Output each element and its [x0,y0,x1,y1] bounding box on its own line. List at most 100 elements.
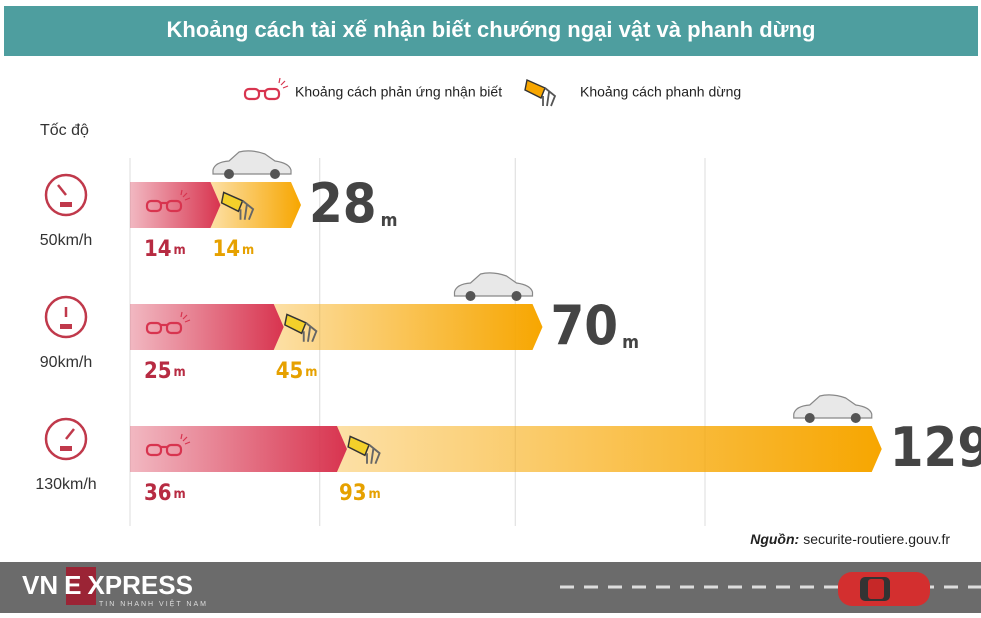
car-body [212,150,292,175]
wheel [465,291,476,301]
value-unit: m [305,365,317,380]
car-body [793,394,873,419]
logo-box: E [64,570,81,600]
wheel [224,169,234,179]
logo-left: VN [22,570,58,600]
logo-box-bg [66,567,96,605]
car-body [453,272,534,297]
lens [145,443,163,457]
brake-icon [284,313,318,343]
total-unit: m [622,332,639,353]
value-unit: m [174,487,186,502]
wheel [270,169,280,179]
total-unit: m [381,210,398,231]
wheel [804,413,815,423]
value-label: 14 m [144,237,186,262]
speed-label: 90km/h [40,354,92,371]
dial [44,295,88,339]
total-label: 28 m [309,172,397,235]
lens [145,321,163,335]
legend-label: Khoảng cách phanh dừng [580,84,741,100]
spark [180,311,191,323]
bar-segment [210,182,301,228]
speed-label: 50km/h [40,232,92,249]
car-icon [212,150,292,179]
gauge [60,446,72,451]
value-number: 25 [144,359,172,384]
glasses-icon [243,77,289,101]
value-label: 36 m [144,481,186,506]
wheel [850,413,861,423]
brake-icon [347,435,381,465]
value-number: 14 [213,237,241,262]
lens [263,87,281,101]
source: Nguồn: securite-routiere.gouv.fr [750,531,950,547]
gauge [60,202,72,207]
lens [243,87,261,101]
title-band [4,6,978,56]
bar-segment [337,426,882,472]
spark [180,189,191,201]
value-number: 45 [276,359,304,384]
lens [145,199,163,213]
value-number: 36 [144,481,172,506]
speed-label: 130km/h [35,476,96,493]
source-text: securite-routiere.gouv.fr [803,531,950,547]
total-label: 70 m [551,294,639,357]
total-number: 70 [551,294,619,357]
gauge [60,324,72,329]
legend-label: Khoảng cách phản ứng nhận biết [295,84,502,100]
pedal [239,200,255,221]
brake-icon [524,79,557,107]
value-label: 93 m [339,481,381,506]
lens [165,443,183,457]
lens [165,199,183,213]
logo: VN E XPRESS [22,570,193,600]
needle [57,184,67,196]
pedal [366,444,381,465]
dial [44,417,88,461]
footer-road [0,562,981,613]
pedal [542,87,557,107]
car-icon [793,394,873,423]
shoe [347,435,371,457]
bar-segment [130,182,221,228]
bar-segment [130,426,347,472]
shoe [220,191,244,213]
value-label: 45 m [276,359,318,384]
car-icon [453,272,534,301]
spark [278,77,289,89]
glasses-icon [145,433,191,457]
dial [44,173,88,217]
value-unit: m [174,365,186,380]
glasses-icon [145,311,191,335]
total-number: 129 [890,416,981,479]
glasses-icon [145,189,191,213]
shoe [284,313,307,335]
total-label: 129m [890,416,981,479]
total-number: 28 [309,172,377,235]
y-axis-label: Tốc độ [40,122,89,139]
footer-car [838,572,930,606]
bar-segment [130,304,284,350]
bar-segment [273,304,543,350]
logo-tagline: TIN NHANH VIỆT NAM [99,599,208,608]
source-label: Nguồn: [750,531,799,547]
speed-icon [44,295,88,339]
shoe [524,79,546,99]
value-number: 14 [144,237,172,262]
value-unit: m [242,243,254,258]
value-label: 25 m [144,359,186,384]
needle [65,428,75,440]
wheel [511,291,522,301]
pedal [302,322,318,343]
value-label: 14 m [213,237,255,262]
value-number: 93 [339,481,367,506]
brake-icon [220,191,255,221]
speed-icon [44,173,88,217]
value-unit: m [174,243,186,258]
value-unit: m [369,487,381,502]
speed-icon [44,417,88,461]
spark [180,433,191,445]
